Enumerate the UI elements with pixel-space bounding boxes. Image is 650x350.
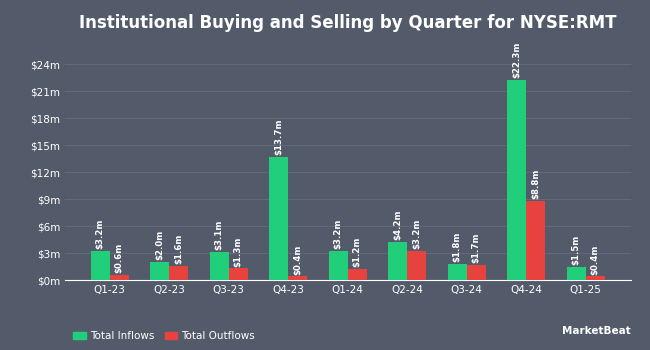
Bar: [408, 251, 426, 280]
Bar: [586, 276, 604, 280]
Bar: [229, 268, 248, 280]
Text: $0.4m: $0.4m: [293, 244, 302, 275]
Text: MarketBeat: MarketBeat: [562, 326, 630, 336]
Text: $1.6m: $1.6m: [174, 233, 183, 264]
Text: $1.8m: $1.8m: [453, 232, 461, 262]
Bar: [467, 265, 486, 280]
Text: $0.6m: $0.6m: [115, 243, 124, 273]
Text: $22.3m: $22.3m: [512, 42, 521, 78]
Bar: [567, 267, 586, 280]
Text: $1.5m: $1.5m: [572, 234, 580, 265]
Bar: [269, 157, 288, 280]
Text: $1.7m: $1.7m: [472, 232, 481, 263]
Text: $8.8m: $8.8m: [531, 169, 540, 199]
Bar: [329, 251, 348, 280]
Bar: [110, 275, 129, 280]
Text: $3.2m: $3.2m: [412, 219, 421, 250]
Text: $3.1m: $3.1m: [214, 220, 224, 250]
Bar: [507, 80, 526, 280]
Bar: [348, 269, 367, 280]
Text: $3.2m: $3.2m: [333, 219, 343, 250]
Bar: [288, 276, 307, 280]
Bar: [169, 266, 188, 280]
Text: $1.2m: $1.2m: [353, 237, 362, 267]
Text: $0.4m: $0.4m: [591, 244, 600, 275]
Bar: [91, 251, 110, 280]
Bar: [526, 201, 545, 280]
Bar: [448, 264, 467, 280]
Text: $2.0m: $2.0m: [155, 230, 164, 260]
Bar: [388, 242, 408, 280]
Legend: Total Inflows, Total Outflows: Total Inflows, Total Outflows: [70, 328, 258, 344]
Text: $13.7m: $13.7m: [274, 119, 283, 155]
Bar: [210, 252, 229, 280]
Title: Institutional Buying and Selling by Quarter for NYSE:RMT: Institutional Buying and Selling by Quar…: [79, 14, 616, 32]
Text: $4.2m: $4.2m: [393, 210, 402, 240]
Text: $1.3m: $1.3m: [234, 236, 242, 267]
Bar: [150, 262, 169, 280]
Text: $3.2m: $3.2m: [96, 219, 105, 250]
